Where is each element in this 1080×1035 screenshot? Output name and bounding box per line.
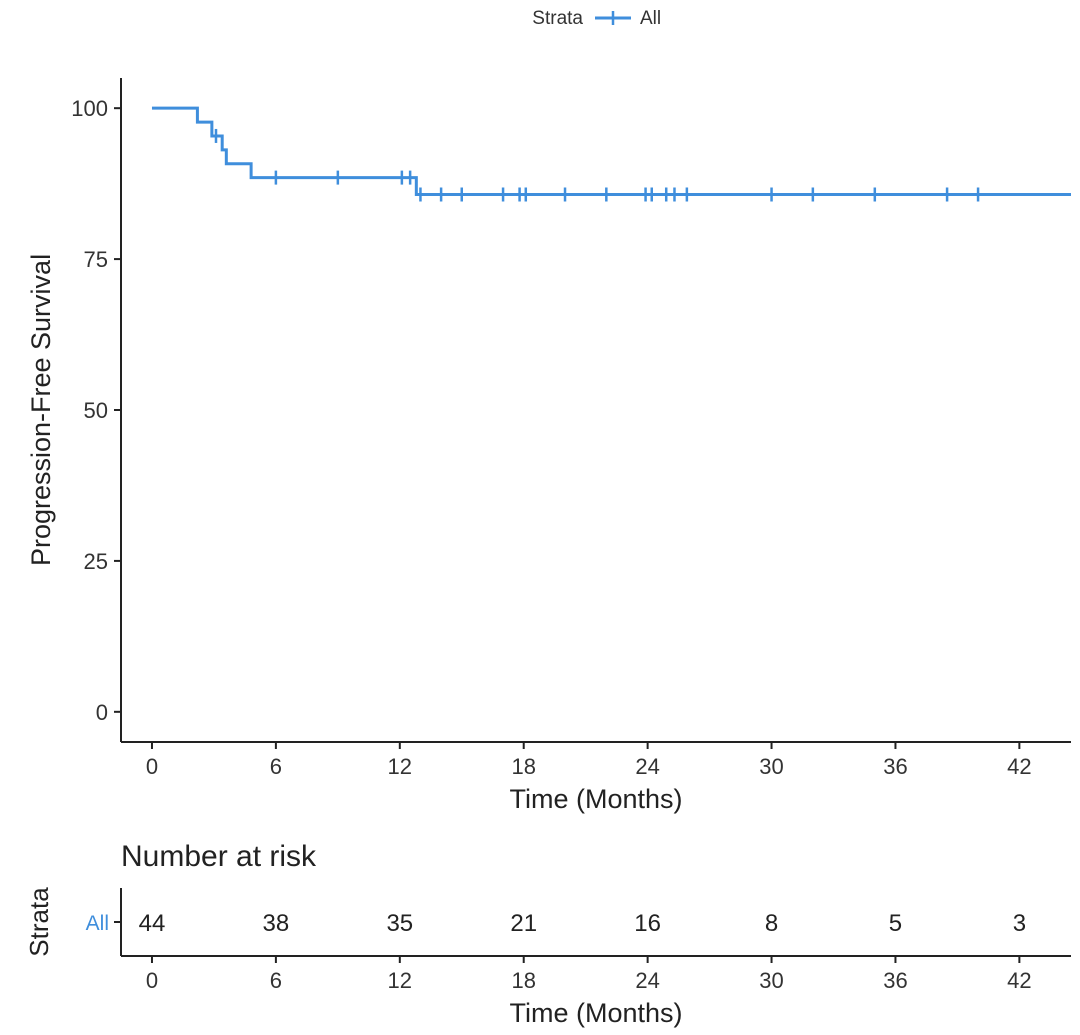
risk-row-labels: All <box>86 912 121 935</box>
y-axis-title: Progression-Free Survival <box>26 254 56 566</box>
risk-table-title: Number at risk <box>121 840 317 873</box>
risk-value: 35 <box>386 910 413 937</box>
risk-x-tick-label: 12 <box>388 968 412 993</box>
risk-x-tick-label: 24 <box>635 968 659 993</box>
legend: Strata All <box>532 8 661 29</box>
risk-x-tick-label: 6 <box>270 968 282 993</box>
risk-value: 16 <box>634 910 661 937</box>
risk-table-y-title: Strata <box>24 887 54 957</box>
risk-row-label: All <box>86 912 109 935</box>
x-tick-label: 42 <box>1007 754 1031 779</box>
y-tick-label: 25 <box>84 549 108 574</box>
risk-value: 38 <box>263 910 290 937</box>
legend-title: Strata <box>532 8 583 29</box>
y-axis-ticks: 0 25 50 75 100 <box>71 96 121 725</box>
risk-x-tick-label: 0 <box>146 968 158 993</box>
legend-label: All <box>640 8 661 29</box>
x-tick-label: 36 <box>883 754 907 779</box>
survival-series <box>151 106 1071 202</box>
risk-x-tick-label: 30 <box>759 968 783 993</box>
x-tick-label: 24 <box>635 754 659 779</box>
y-tick-label: 75 <box>84 247 108 272</box>
y-tick-label: 50 <box>84 398 108 423</box>
x-tick-label: 30 <box>759 754 783 779</box>
risk-value: 5 <box>889 910 902 937</box>
x-tick-label: 12 <box>388 754 412 779</box>
risk-x-tick-label: 36 <box>883 968 907 993</box>
x-tick-label: 6 <box>270 754 282 779</box>
y-tick-label: 100 <box>71 96 108 121</box>
risk-table: Number at risk Strata All 44 38 35 21 16 8 5 3 … <box>24 840 1071 1028</box>
risk-x-axis-ticks: 0 6 12 18 24 30 36 42 <box>146 956 1032 993</box>
risk-x-axis-title: Time (Months) <box>509 998 682 1028</box>
x-tick-label: 0 <box>146 754 158 779</box>
x-axis-title: Time (Months) <box>509 784 682 814</box>
risk-x-tick-label: 18 <box>511 968 535 993</box>
survival-plot-panel: Progression-Free Survival 0 25 50 75 100 0 6 1… <box>26 78 1071 814</box>
risk-values: 44 38 35 21 16 8 5 3 <box>139 910 1026 937</box>
risk-x-tick-label: 42 <box>1007 968 1031 993</box>
x-tick-label: 18 <box>511 754 535 779</box>
risk-value: 8 <box>765 910 778 937</box>
y-tick-label: 0 <box>96 700 108 725</box>
survival-curve <box>151 106 1071 197</box>
risk-value: 44 <box>139 910 166 937</box>
risk-value: 3 <box>1013 910 1026 937</box>
x-axis-ticks: 0 6 12 18 24 30 36 42 <box>146 742 1032 779</box>
risk-value: 21 <box>510 910 537 937</box>
